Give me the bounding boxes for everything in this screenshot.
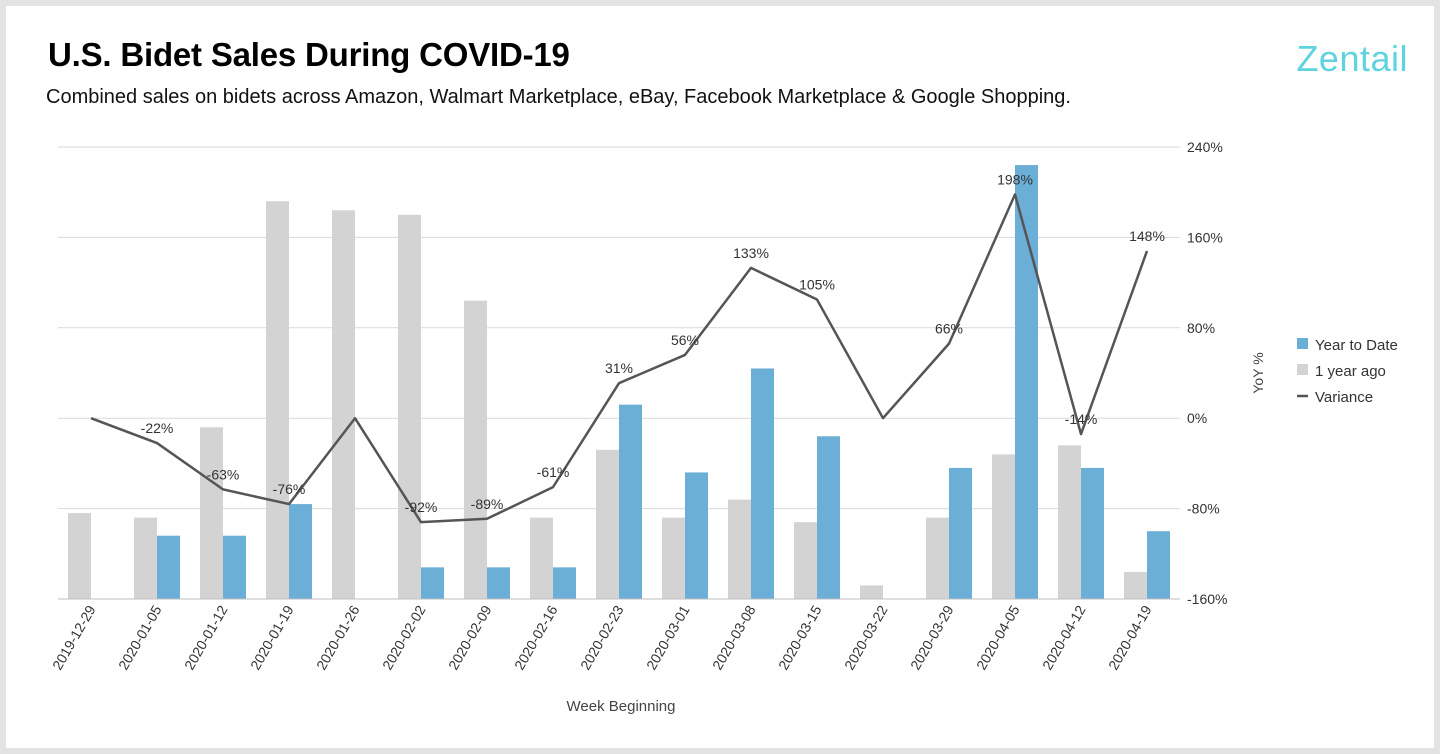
legend-swatch <box>1297 364 1308 375</box>
x-tick-label: 2020-04-12 <box>1039 602 1089 672</box>
bar-year-to-date <box>289 504 312 599</box>
x-tick-label: 2020-02-02 <box>379 602 429 672</box>
variance-point-label: 133% <box>733 245 769 261</box>
x-tick-label: 2020-03-01 <box>643 602 693 672</box>
variance-point-label: -89% <box>471 496 504 512</box>
bar-year-to-date <box>751 368 774 599</box>
bar-1-year-ago <box>530 517 553 599</box>
legend-label: 1 year ago <box>1315 363 1386 380</box>
bar-1-year-ago <box>794 522 817 599</box>
right-tick-label: -160% <box>1187 591 1227 607</box>
variance-point-label: 148% <box>1129 228 1165 244</box>
variance-polyline <box>90 193 1149 524</box>
bar-year-to-date <box>685 472 708 599</box>
x-axis: 2019-12-29 2020-01-05 2020-01-12 2020-01-19… <box>49 598 1180 715</box>
bar-1-year-ago <box>134 517 157 599</box>
chart-subtitle: Combined sales on bidets across Amazon, … <box>46 86 1071 108</box>
variance-point-label: 198% <box>997 171 1033 187</box>
bar-year-to-date <box>487 567 510 599</box>
bar-year-to-date <box>619 404 642 599</box>
right-tick-label: 240% <box>1187 139 1223 155</box>
bar-1-year-ago <box>332 210 355 599</box>
bar-1-year-ago <box>596 449 619 599</box>
right-tick-label: 80% <box>1187 320 1215 336</box>
bar-year-to-date <box>1081 467 1104 599</box>
right-axis-title: YoY % <box>1250 352 1266 393</box>
x-tick-label: 2020-02-09 <box>445 602 495 672</box>
variance-point-label: 66% <box>935 321 963 337</box>
brand-logo: Zentail <box>1296 38 1408 79</box>
bar-1-year-ago <box>464 300 487 599</box>
bar-year-to-date <box>817 436 840 599</box>
x-tick-label: 2020-01-05 <box>115 602 165 672</box>
variance-point-label: -14% <box>1065 411 1098 427</box>
x-tick-label: 2020-04-19 <box>1105 602 1155 672</box>
chart-card: U.S. Bidet Sales During COVID-19 Combine… <box>6 6 1434 748</box>
bar-year-to-date <box>553 567 576 599</box>
bar-year-to-date <box>1147 531 1170 599</box>
right-tick-label: 160% <box>1187 229 1223 245</box>
bar-1-year-ago <box>860 585 883 599</box>
variance-point-label: -22% <box>141 420 174 436</box>
x-tick-label: 2019-12-29 <box>49 602 99 672</box>
bar-1-year-ago <box>266 201 289 600</box>
x-tick-label: 2020-01-19 <box>247 602 297 672</box>
bar-1-year-ago <box>398 214 421 600</box>
x-tick-label: 2020-03-29 <box>907 602 957 672</box>
x-axis-title: Week Beginning <box>567 698 676 715</box>
chart-title: U.S. Bidet Sales During COVID-19 <box>48 36 570 73</box>
x-tick-label: 2020-02-23 <box>577 602 627 672</box>
bar-year-to-date <box>223 535 246 599</box>
variance-point-label: 105% <box>799 277 835 293</box>
bar-year-to-date <box>1015 165 1038 599</box>
variance-point-label: -92% <box>405 499 438 515</box>
variance-point-label: 56% <box>671 332 699 348</box>
bar-year-to-date <box>421 567 444 599</box>
legend-label: Variance <box>1315 389 1373 406</box>
legend-label: Year to Date <box>1315 337 1398 354</box>
x-tick-label: 2020-01-26 <box>313 602 363 672</box>
variance-point-label: 31% <box>605 360 633 376</box>
bar-1-year-ago <box>1124 571 1147 599</box>
right-tick-label: 0% <box>1187 410 1207 426</box>
x-tick-label: 2020-03-22 <box>841 602 891 672</box>
right-y-axis: -160% -80% 0% 80% 160% 240% YoY % <box>1187 139 1266 607</box>
bar-1-year-ago <box>992 454 1015 599</box>
variance-point-labels: -22% -63% -76% -92% -89% -61% 31% 56% 133% 105% 66… <box>141 171 1165 515</box>
bar-1-year-ago <box>200 427 223 599</box>
x-tick-label: 2020-03-08 <box>709 602 759 672</box>
legend-swatch <box>1297 338 1308 349</box>
x-tick-label: 2020-04-05 <box>973 602 1023 672</box>
variance-line <box>90 193 1149 524</box>
variance-point-label: -61% <box>537 464 570 480</box>
bar-year-to-date <box>949 467 972 599</box>
legend: Year to Date 1 year ago Variance <box>1297 337 1398 406</box>
bar-year-to-date <box>157 535 180 599</box>
right-tick-label: -80% <box>1187 501 1220 517</box>
x-tick-label: 2020-03-15 <box>775 602 825 672</box>
x-tick-label: 2020-01-12 <box>181 602 231 672</box>
variance-point-label: -63% <box>207 466 240 482</box>
variance-point-label: -76% <box>273 481 306 497</box>
bar-1-year-ago <box>926 517 949 599</box>
bar-1-year-ago <box>728 499 751 599</box>
x-tick-label: 2020-02-16 <box>511 602 561 672</box>
bar-1-year-ago <box>68 513 91 599</box>
bar-1-year-ago <box>1058 445 1081 599</box>
bar-1-year-ago <box>662 517 685 599</box>
